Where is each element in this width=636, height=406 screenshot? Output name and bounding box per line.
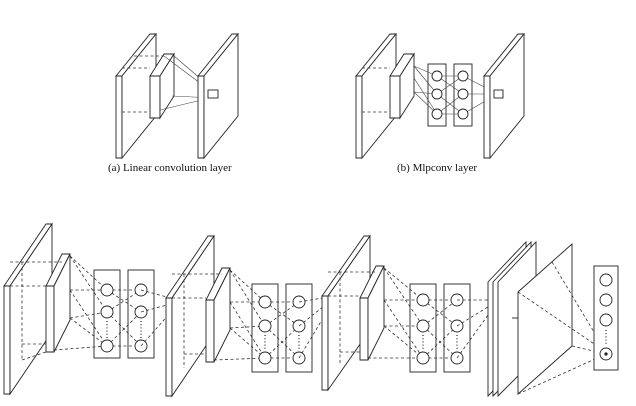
mlp-input-feature-map	[355, 32, 397, 160]
nin-stage-3	[298, 234, 471, 392]
micro-mlp-network	[413, 63, 495, 127]
nin-stage-2	[140, 234, 313, 398]
output-feature-map	[197, 32, 239, 160]
network-in-network-diagram	[3, 222, 619, 398]
mlp-conv-patch	[389, 52, 415, 120]
nin-final-stage	[456, 240, 619, 398]
input-feature-map	[115, 32, 157, 160]
linear-conv-diagram	[115, 32, 239, 160]
caption-mlpconv: (b) Mlpconv layer	[397, 162, 478, 174]
mlpconv-diagram	[355, 32, 525, 160]
nin-stage-1	[3, 222, 155, 396]
caption-linear-convolution: (a) Linear convolution layer	[108, 162, 232, 174]
mlp-output-feature-map	[483, 32, 525, 160]
